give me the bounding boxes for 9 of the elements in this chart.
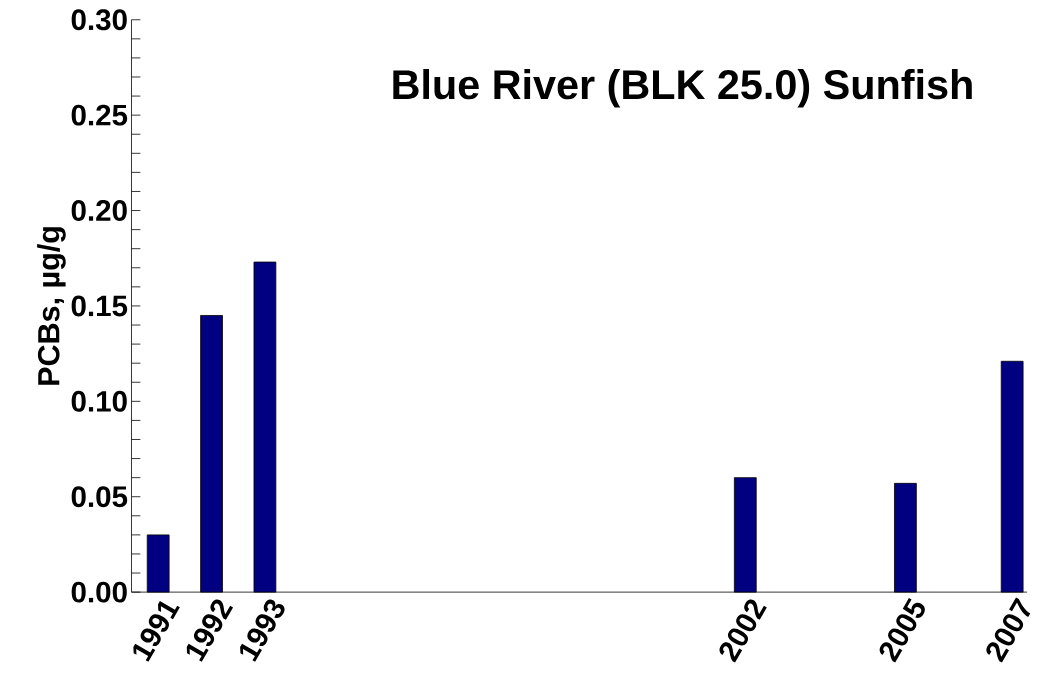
y-tick-label: 0.15 — [71, 295, 128, 317]
text: Blue River (BLK 25.0) Sunfish — [393, 68, 972, 108]
y-tick-label: 0.30 — [71, 9, 127, 31]
y-tick-label: 0.10 — [71, 390, 127, 412]
y-tick-label: 0.20 — [71, 200, 127, 221]
y-tick-label: 0.05 — [71, 486, 128, 508]
y-tick-label: 0.00 — [71, 581, 127, 603]
y-axis-title: PCBs, µg/g — [37, 227, 66, 385]
y-tick-label: 0.25 — [71, 104, 128, 126]
